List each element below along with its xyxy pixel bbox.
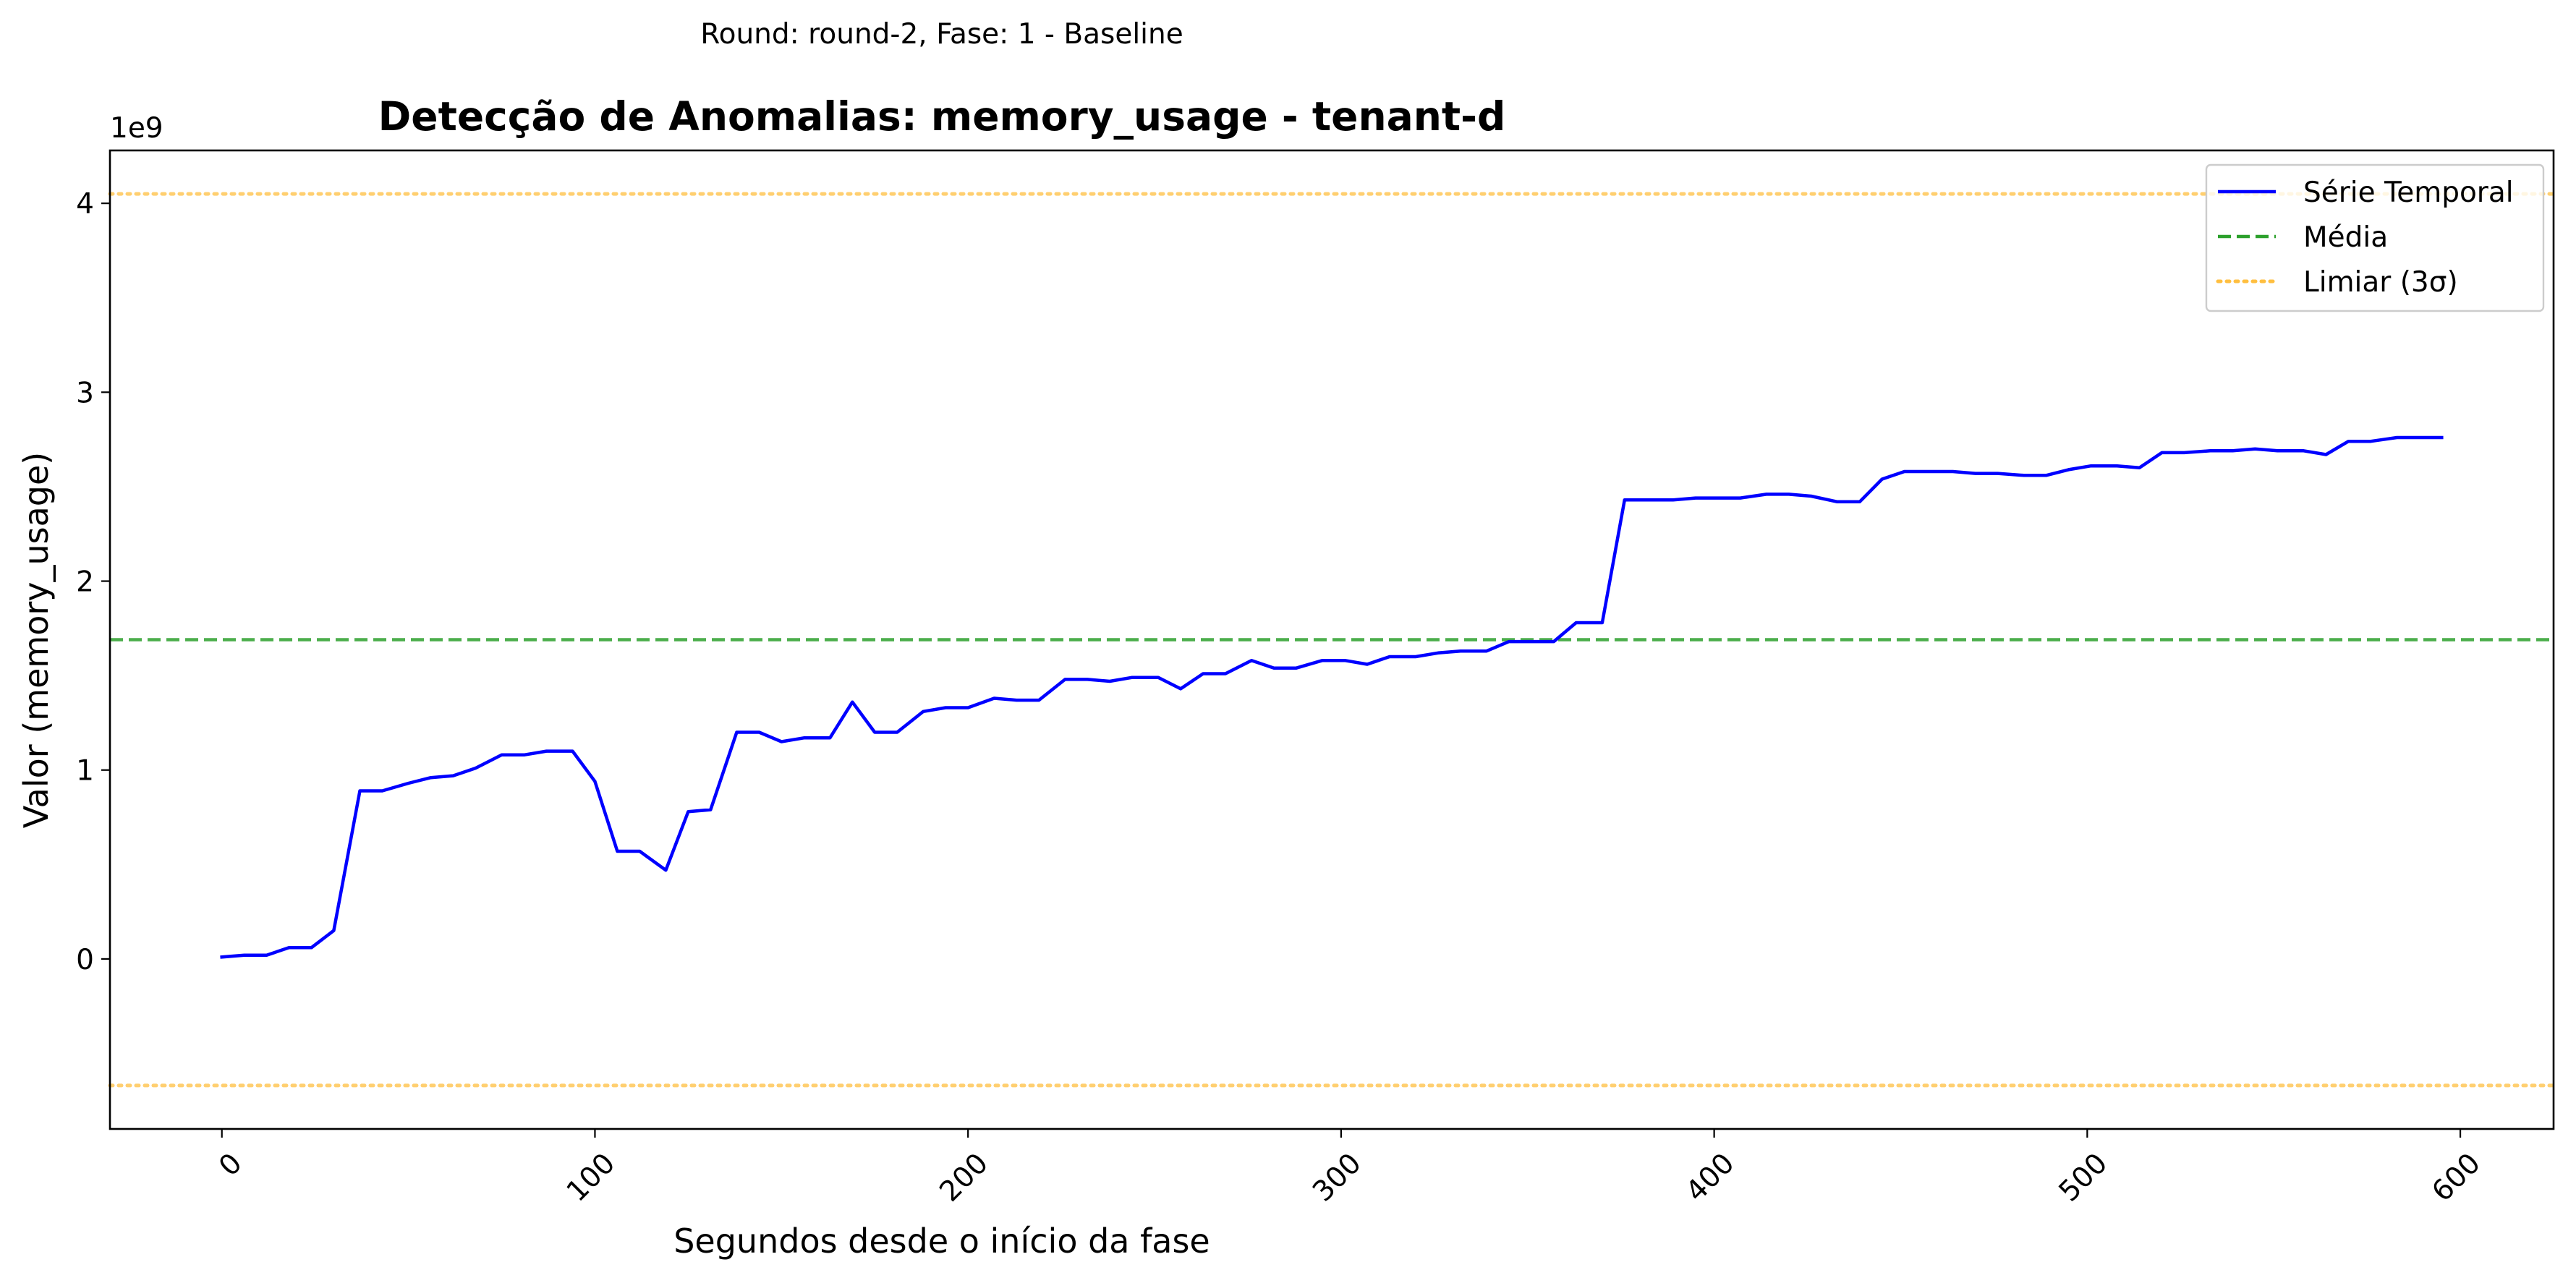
legend-label: Série Temporal	[2303, 176, 2514, 209]
legend-box	[2205, 163, 2545, 312]
legend-label: Média	[2303, 221, 2388, 254]
y-offset-label: 1e9	[110, 112, 163, 145]
x-tick-label: 300	[1306, 1147, 1367, 1208]
plot-area: 0 100 200 300 400 500 600 0 1 2 3 4	[76, 149, 2556, 1209]
legend-label: Limiar (3σ)	[2303, 266, 2458, 299]
y-axis-label: Valor (memory_usage)	[17, 452, 56, 828]
x-tick-label: 600	[2426, 1147, 2486, 1208]
x-axis-label: Segundos desde o início da fase	[673, 1222, 1210, 1261]
x-tick-label: 500	[2053, 1147, 2114, 1208]
y-tick-label: 0	[76, 944, 94, 976]
y-tick-label: 4	[76, 188, 94, 221]
figure-suptitle: Round: round-2, Fase: 1 - Baseline	[700, 18, 1183, 51]
series-line-0	[220, 435, 2444, 959]
x-tick-label: 200	[934, 1147, 995, 1208]
x-tick-label: 0	[213, 1147, 248, 1182]
x-tick-label: 400	[1680, 1147, 1740, 1208]
legend: Série Temporal Média Limiar (3σ)	[2205, 163, 2545, 312]
y-tick-label: 1	[76, 755, 94, 788]
axes-frame	[109, 149, 2555, 1130]
y-tick-label: 3	[76, 377, 94, 409]
y-tick-label: 2	[76, 566, 94, 599]
chart-title: Detecção de Anomalias: memory_usage - te…	[378, 93, 1506, 140]
x-tick-label: 100	[561, 1147, 621, 1208]
